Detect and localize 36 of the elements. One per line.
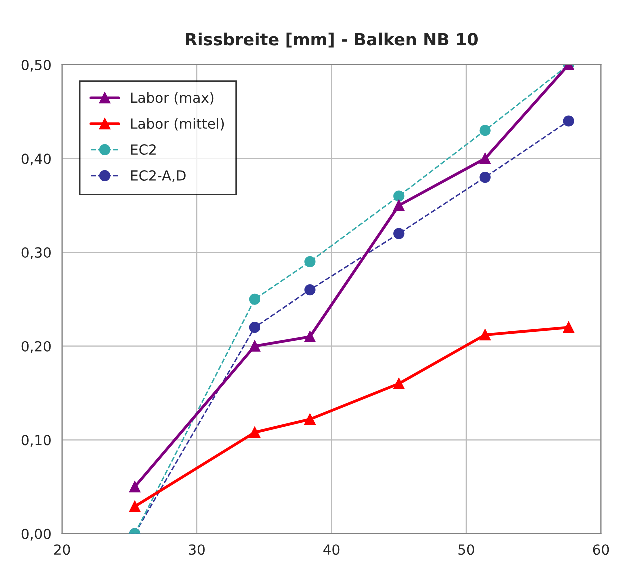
legend-label: EC2 <box>131 144 156 156</box>
point <box>304 284 316 296</box>
point <box>563 322 574 334</box>
x-tick-label: 20 <box>54 544 70 556</box>
point <box>480 330 491 341</box>
point <box>249 340 261 352</box>
point <box>394 190 405 202</box>
y-tick-label: 0,10 <box>22 435 51 448</box>
legend-label: Labor (max) <box>131 92 214 105</box>
point <box>129 481 141 493</box>
point <box>394 378 405 390</box>
x-tick-label: 30 <box>189 544 205 556</box>
point <box>249 427 261 438</box>
x-tick-label: 50 <box>458 544 474 556</box>
point <box>563 116 574 127</box>
legend-label: EC2-A,D <box>131 170 186 182</box>
point <box>304 256 316 268</box>
point <box>394 228 405 240</box>
point <box>480 172 491 184</box>
legend-label: Labor (mittel) <box>131 118 224 131</box>
y-tick-label: 0,40 <box>22 154 51 166</box>
point <box>394 200 405 212</box>
y-tick-label: 0,30 <box>22 248 51 260</box>
x-tick-label: 60 <box>593 544 610 556</box>
point <box>480 153 491 164</box>
point <box>129 501 141 512</box>
y-tick-label: 0,20 <box>22 341 51 354</box>
point <box>249 322 261 334</box>
x-tick-label: 40 <box>324 544 340 556</box>
point <box>480 125 491 136</box>
point <box>304 331 316 343</box>
y-tick-label: 0,00 <box>22 528 51 541</box>
chart-title: Rissbreite [mm] - Balken NB 10 <box>186 32 478 48</box>
point <box>249 294 261 306</box>
y-tick-label: 0,50 <box>22 60 51 72</box>
point <box>304 414 316 426</box>
